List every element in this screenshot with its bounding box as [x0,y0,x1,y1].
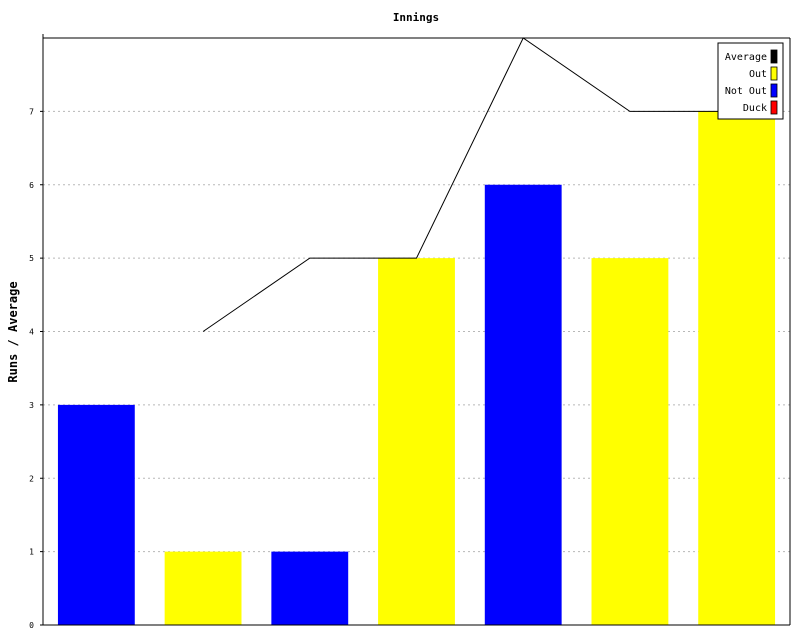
average-line [202,37,737,332]
axes [42,34,791,626]
bar-5 [484,184,562,625]
chart-title: Innings [393,11,439,24]
legend-swatch-average [770,49,778,64]
legend: Average Out Not Out Duck [717,42,784,120]
bar-3 [271,551,349,625]
y-tick-label: 0 [29,621,34,630]
legend-label-out: Out [749,69,767,80]
legend-swatch-out [770,66,778,81]
y-tick-label: 5 [29,254,34,263]
legend-swatch-duck [770,100,778,115]
bar-series [57,111,776,625]
legend-label-duck: Duck [743,103,767,114]
legend-swatch-not-out [770,83,778,98]
y-tick-label: 6 [29,181,34,190]
y-tick-label: 3 [29,401,34,410]
bar-4 [378,258,455,625]
y-tick-label: 2 [29,474,34,483]
y-axis-label: Runs / Average [6,281,20,382]
legend-label-not-out: Not Out [725,86,767,97]
y-tick-label: 1 [29,548,34,557]
legend-label-average: Average [725,52,767,63]
y-tick-label: 4 [29,328,34,337]
y-tick-label: 7 [29,107,34,116]
average-series-line [202,37,737,332]
bar-1 [57,404,135,625]
y-tick-labels: 0 1 2 3 4 5 6 7 [29,107,43,630]
bar-6 [591,258,669,625]
bar-7 [698,111,776,625]
bar-2 [164,551,242,625]
